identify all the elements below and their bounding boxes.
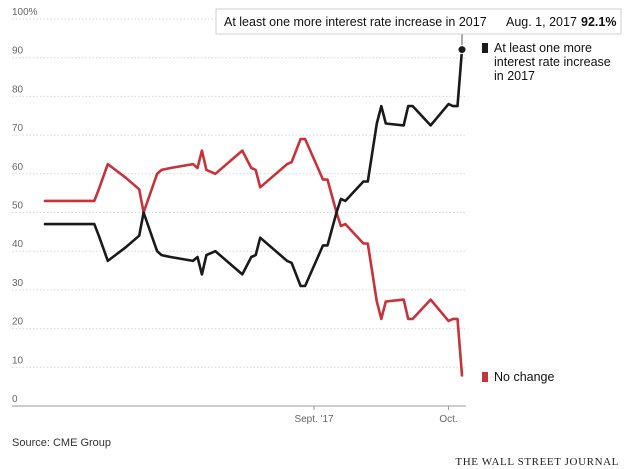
x-tick-label: Oct. <box>439 414 457 425</box>
endpoint-marker <box>457 45 467 55</box>
y-tick-label: 90 <box>12 46 24 57</box>
x-tick-label: Sept. '17 <box>294 414 334 425</box>
series-lines <box>43 34 467 377</box>
gridlines <box>12 18 466 407</box>
y-tick-label: 50 <box>12 201 24 212</box>
y-tick-label: 60 <box>12 162 24 173</box>
legend-swatch-rate-increase <box>482 43 488 53</box>
legend-label: interest rate increase <box>494 55 611 69</box>
x-axis-tick-labels: Sept. '17 Oct. <box>294 406 458 425</box>
publisher-brand: THE WALL STREET JOURNAL <box>455 456 619 468</box>
y-tick-label: 0 <box>12 394 18 405</box>
rate-increase-line <box>43 48 464 288</box>
y-tick-label: 20 <box>12 317 24 328</box>
y-tick-label: 100% <box>12 7 38 18</box>
legend-label: in 2017 <box>494 69 535 83</box>
y-tick-label: 30 <box>12 278 24 289</box>
y-tick-label: 40 <box>12 239 24 250</box>
legend-label: No change <box>494 370 555 384</box>
tooltip-series-name: At least one more interest rate increase… <box>224 15 487 29</box>
legend-label: At least one more <box>494 41 592 55</box>
y-tick-label: 10 <box>12 355 24 366</box>
y-tick-label: 70 <box>12 123 24 134</box>
tooltip: At least one more interest rate increase… <box>215 8 622 35</box>
legend-swatch-no-change <box>482 372 488 382</box>
source-note: Source: CME Group <box>12 437 112 449</box>
tooltip-box <box>215 8 622 35</box>
y-axis-tick-labels: 100% 90 80 70 60 50 40 30 20 10 0 <box>12 7 38 405</box>
no-change-line <box>43 137 464 377</box>
y-tick-label: 80 <box>12 84 24 95</box>
tooltip-value: 92.1% <box>581 15 616 29</box>
tooltip-date: Aug. 1, 2017 <box>506 15 577 29</box>
